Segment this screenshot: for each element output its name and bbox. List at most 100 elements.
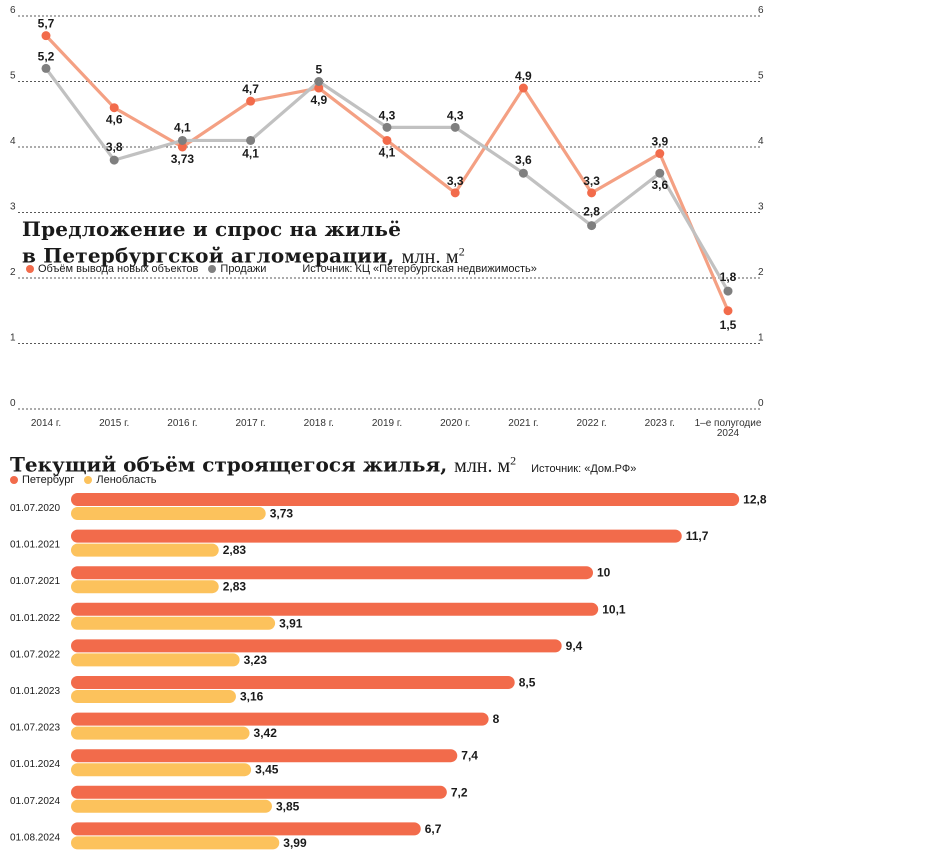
data-point-sales xyxy=(382,122,392,132)
legend-label-lenobl: Ленобласть xyxy=(96,474,157,486)
data-label-sales: 4,3 xyxy=(447,108,464,122)
y-tick-label-left: 5 xyxy=(10,71,16,82)
bar-value-label-spb: 12,8 xyxy=(743,493,767,507)
bar-value-label-lenobl: 2,83 xyxy=(223,580,247,594)
bar-value-label-lenobl: 2,83 xyxy=(223,543,247,557)
data-label-sales: 5,2 xyxy=(38,49,55,63)
x-tick-label: 2015 г. xyxy=(99,418,129,429)
bar-value-label-lenobl: 3,99 xyxy=(283,836,307,850)
y-tick-label-left: 0 xyxy=(10,398,16,409)
chart2-legend: Петербург Ленобласть xyxy=(10,474,157,486)
legend-dot-spb xyxy=(10,476,18,484)
chart1-unit-text: млн. м xyxy=(401,245,459,268)
bar-value-label-lenobl: 3,45 xyxy=(255,763,279,777)
bar-value-label-spb: 9,4 xyxy=(566,639,583,653)
data-point-sales xyxy=(177,135,187,145)
category-label: 01.07.2021 xyxy=(10,576,60,587)
bar-lenobl xyxy=(71,580,219,594)
bar-value-label-lenobl: 3,91 xyxy=(279,616,303,630)
data-label-sales: 4,1 xyxy=(242,146,259,160)
bar-value-label-lenobl: 3,23 xyxy=(244,653,268,667)
data-label-sales: 5 xyxy=(315,63,322,77)
bar-lenobl xyxy=(71,507,266,520)
bar-value-label-lenobl: 3,16 xyxy=(240,690,264,704)
chart1-title-line2: в Петербургской агломерации, xyxy=(22,243,395,268)
x-tick-label: 2022 г. xyxy=(576,418,606,429)
data-label-supply: 3,73 xyxy=(171,152,195,166)
bar-lenobl xyxy=(71,616,276,630)
data-label-supply: 5,7 xyxy=(38,17,55,31)
x-tick-label: 2024 xyxy=(717,428,740,439)
y-tick-label-right: 4 xyxy=(758,136,764,147)
data-label-supply: 1,5 xyxy=(720,318,737,332)
x-tick-label: 2023 г. xyxy=(645,418,675,429)
y-tick-label-left: 1 xyxy=(10,333,16,344)
bar-value-label-lenobl: 3,42 xyxy=(254,726,278,740)
data-point-sales xyxy=(109,155,119,165)
legend-dot-sales xyxy=(208,265,217,273)
data-label-sales: 2,8 xyxy=(583,205,600,219)
data-point-supply xyxy=(314,83,324,93)
y-tick-label-left: 2 xyxy=(10,267,16,278)
data-label-supply: 4,6 xyxy=(106,113,123,127)
x-tick-label: 2019 г. xyxy=(372,418,402,429)
category-label: 01.07.2023 xyxy=(10,723,60,734)
y-tick-label-left: 4 xyxy=(10,136,16,147)
data-label-supply: 3,3 xyxy=(583,174,600,188)
x-tick-label: 2021 г. xyxy=(508,418,538,429)
bar-lenobl xyxy=(71,653,240,667)
y-tick-label-right: 3 xyxy=(758,202,764,213)
bar-value-label-spb: 7,4 xyxy=(461,749,478,763)
data-label-supply: 3,9 xyxy=(651,135,668,149)
bar-value-label-spb: 8,5 xyxy=(519,676,536,690)
category-label: 01.01.2023 xyxy=(10,686,60,697)
data-label-sales: 3,6 xyxy=(515,153,532,167)
chart1-source: Источник: КЦ «Петербургская недвижимость… xyxy=(302,263,537,275)
data-point-sales xyxy=(450,122,460,132)
data-label-sales: 3,6 xyxy=(651,178,668,192)
legend-dot-supply xyxy=(26,265,34,273)
bar-spb xyxy=(71,749,458,763)
bar-value-label-spb: 8 xyxy=(493,712,500,726)
category-label: 01.01.2021 xyxy=(10,540,60,551)
bar-spb xyxy=(71,676,515,689)
chart2-unit-text: млн. м xyxy=(454,454,511,477)
supply-demand-chart: 0 0 1 1 2 2 3 3 4 4 5 5 6 6 2014 г. 2015 г. 2016 г. 2017 … xyxy=(0,0,780,445)
x-tick-label: 2018 г. xyxy=(304,418,334,429)
bar-lenobl xyxy=(71,799,272,813)
chart2-unit-sup: 2 xyxy=(510,453,517,467)
line-chart-svg: 0 0 1 1 2 2 3 3 4 4 5 5 6 6 2014 г. 2015 г. 2016 г. 2017 … xyxy=(10,5,764,439)
bar-chart-svg: 01.07.2020 12,8 3,73 01.01.2021 11,7 2,83 01.0… xyxy=(10,493,767,850)
data-label-sales: 1,8 xyxy=(720,270,737,284)
data-point-sales xyxy=(41,63,51,73)
chart2-title-block: Текущий объём строящегося жилья, млн. м2… xyxy=(10,449,636,480)
data-point-supply xyxy=(382,135,392,145)
bar-lenobl xyxy=(71,726,250,740)
data-point-supply xyxy=(723,306,733,316)
y-tick-label-right: 0 xyxy=(758,398,764,409)
bar-spb xyxy=(71,639,562,653)
x-tick-label: 2016 г. xyxy=(167,418,197,429)
bar-spb xyxy=(71,493,740,506)
chart1-unit: млн. м2 xyxy=(401,244,465,268)
x-tick-label: 2017 г. xyxy=(235,418,265,429)
bar-lenobl xyxy=(71,836,280,850)
data-point-supply xyxy=(655,149,665,159)
bar-lenobl xyxy=(71,543,219,557)
data-point-sales xyxy=(655,168,665,178)
data-point-sales xyxy=(587,221,597,231)
bar-spb xyxy=(71,712,489,726)
y-tick-label-right: 1 xyxy=(758,333,764,344)
y-tick-label-left: 3 xyxy=(10,202,16,213)
bar-lenobl xyxy=(71,763,252,777)
data-label-supply: 4,7 xyxy=(242,82,259,96)
data-point-supply xyxy=(518,83,528,93)
legend-dot-lenobl xyxy=(84,476,93,484)
bar-value-label-lenobl: 3,73 xyxy=(270,507,294,521)
data-label-sales: 3,8 xyxy=(106,140,123,154)
bar-value-label-spb: 11,7 xyxy=(686,529,709,543)
data-point-supply xyxy=(177,142,187,152)
y-tick-label-right: 6 xyxy=(758,5,764,16)
data-point-sales xyxy=(314,77,324,86)
chart1-legend: Объём вывода новых объектов Продажи Исто… xyxy=(26,263,537,275)
